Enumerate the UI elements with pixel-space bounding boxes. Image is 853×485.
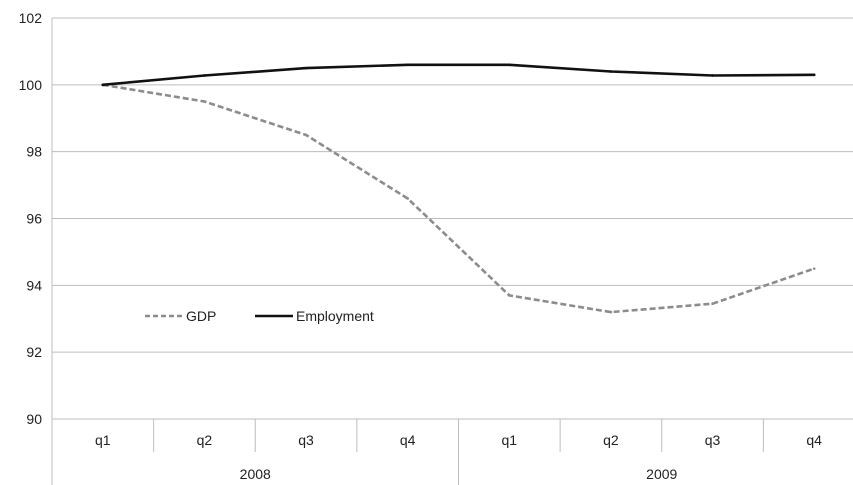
x-tick-label: q4: [806, 432, 822, 448]
data-point-gdp: [711, 302, 714, 306]
y-tick-label: 96: [26, 211, 42, 227]
x-tick-label: q2: [197, 432, 213, 448]
data-point-employment: [304, 66, 308, 70]
data-point-employment: [508, 63, 511, 67]
data-point-gdp: [812, 267, 816, 270]
data-point-employment: [711, 74, 714, 77]
data-point-employment: [101, 83, 105, 87]
y-tick-label: 100: [19, 77, 43, 93]
legend-label-employment: Employment: [296, 308, 374, 324]
x-tick-label: q2: [603, 432, 619, 448]
legend: GDP Employment: [145, 308, 374, 324]
gridlines: [52, 17, 853, 353]
series-lines: [101, 63, 816, 314]
data-point-gdp: [203, 100, 206, 103]
x-tick-label: q4: [400, 432, 416, 448]
data-point-employment: [406, 63, 409, 67]
legend-label-gdp: GDP: [186, 308, 216, 324]
y-tick-labels: 90 92 94 96 98 100 102: [19, 10, 43, 427]
x-group-label: 2009: [646, 466, 677, 482]
data-point-gdp: [508, 294, 511, 297]
x-tick-label: q1: [95, 432, 111, 448]
y-tick-label: 98: [26, 144, 42, 160]
data-point-employment: [609, 70, 613, 73]
x-tick-label: q3: [298, 432, 314, 448]
x-tick-label: q1: [502, 432, 518, 448]
data-point-employment: [812, 73, 816, 77]
series-line-employment: [101, 63, 816, 87]
x-category-labels: q1 q2 q3 q4 q1 q2 q3 q4 2008 2009: [95, 432, 822, 482]
x-tick-label: q3: [705, 432, 721, 448]
y-tick-label: 90: [26, 411, 42, 427]
axes: [51, 18, 853, 485]
y-tick-label: 92: [26, 344, 42, 360]
series-line-gdp: [102, 83, 815, 314]
x-group-label: 2008: [240, 466, 271, 482]
y-tick-label: 102: [19, 10, 43, 26]
data-point-gdp: [609, 310, 613, 314]
data-point-gdp: [304, 133, 308, 137]
data-point-gdp: [406, 197, 409, 200]
y-tick-label: 94: [26, 277, 42, 293]
data-point-employment: [203, 74, 206, 77]
